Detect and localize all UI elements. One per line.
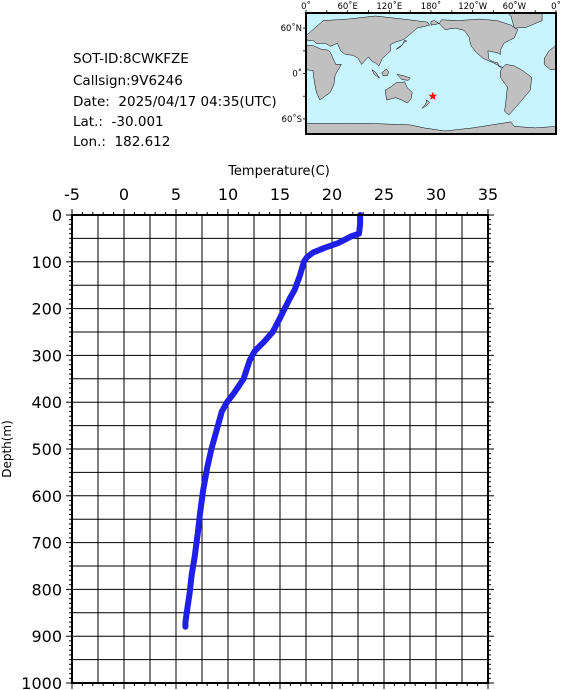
map-longitude-label: 60˚W [503,1,527,12]
y-tick-label: 800 [31,580,62,599]
x-tick-label: 30 [426,185,446,204]
date-label: Date: 2025/04/17 04:35(UTC) [73,94,277,110]
y-tick-label: 0 [52,206,62,225]
position-star-icon [428,91,438,100]
y-axis-title: Depth(m) [0,420,14,478]
x-tick-labels: -5 0 5 10 15 20 25 30 35 [64,185,498,204]
x-tick-label: 35 [478,185,498,204]
map-land-africa [305,45,342,101]
map-axis-labels: 0˚ 60˚E 120˚E 180˚ 120˚W 60˚W 0˚ 60˚N 0˚ 60˚S [281,1,561,125]
map-land-south-america [500,64,532,116]
map-land-japan [396,39,408,50]
plot-frame [71,214,489,684]
x-tick-label: -5 [64,185,80,204]
y-tick-label: 700 [31,534,62,553]
map-longitude-label: 120˚W [458,1,487,12]
map-longitude-label: 60˚E [337,1,357,12]
x-tick-label: 0 [119,185,129,204]
x-tick-label: 25 [374,185,394,204]
map-latitude-label: 60˚S [282,114,302,125]
x-tick-label: 20 [322,185,342,204]
map-landmasses [305,12,557,135]
map-longitude-label: 0˚ [551,1,561,12]
y-tick-labels: 0 100 200 300 400 500 600 700 800 900 1000 [21,206,62,690]
y-tick-label: 400 [31,393,62,412]
map-land-north-america [438,18,519,68]
latitude-label: Lat.: -30.001 [73,114,164,130]
map-land-arctic-russia-east [430,20,440,26]
chart-grid [71,214,489,684]
y-tick-label: 1000 [21,674,62,690]
y-tick-label: 300 [31,346,62,365]
y-tick-label: 900 [31,627,62,646]
map-land-new-zealand [421,99,430,109]
y-tick-label: 200 [31,300,62,319]
x-tick-label: 10 [218,185,238,204]
callsign-label: Callsign:9V6246 [73,73,183,89]
temperature-profile-line [182,212,364,630]
map-longitude-label: 180˚ [421,1,441,12]
x-tick-label: 5 [171,185,181,204]
map-land-sumatra [371,68,380,79]
map-land-borneo [381,68,389,77]
map-latitude-label: 0˚ [292,69,302,80]
temperature-profile-plot: -5 0 5 10 15 20 25 30 35 01002003004005006007008… [0,164,498,690]
map-land-new-guinea [396,73,411,81]
map-latitude-label: 60˚N [281,23,302,34]
map-land-australia [384,81,413,104]
map-land-europe-asia [305,15,431,67]
sot-id-label: SOT-ID:8CWKFZE [73,51,189,67]
y-tick-label: 500 [31,440,62,459]
temperature-profile-series [182,212,364,630]
map-longitude-label: 0˚ [301,1,311,12]
x-tick-label: 15 [270,185,290,204]
y-tick-label: 600 [31,487,62,506]
location-map: 0˚ 60˚E 120˚E 180˚ 120˚W 60˚W 0˚ 60˚N 0˚ 60˚S [281,1,561,135]
map-longitude-label: 120˚E [376,1,402,12]
x-axis-title: Temperature(C) [227,164,330,179]
y-tick-label: 100 [31,253,62,272]
longitude-label: Lon.: 182.612 [73,134,171,150]
